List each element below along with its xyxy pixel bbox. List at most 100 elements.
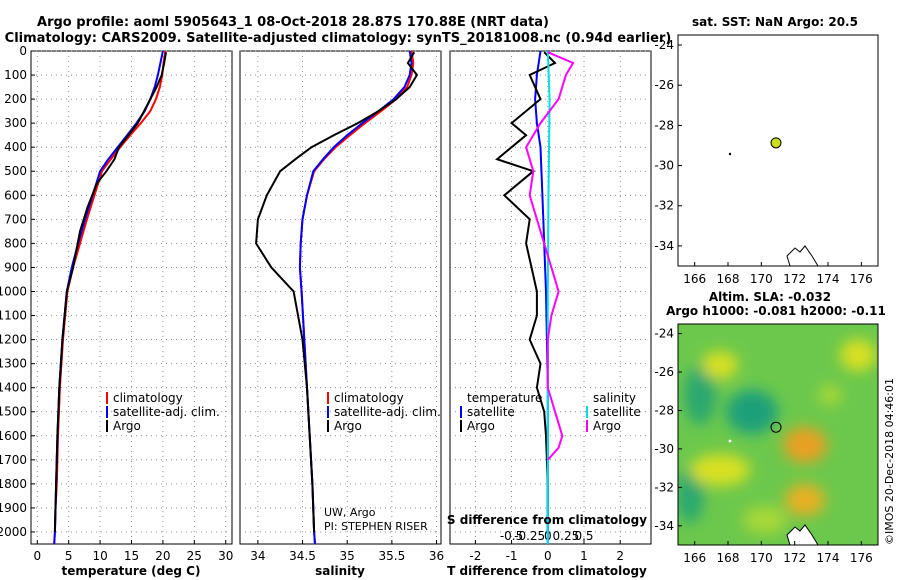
map-lat-label: -24 — [654, 38, 674, 52]
credit-line-1: UW, Argo — [324, 506, 376, 519]
y-tick-label: 1200 — [0, 333, 27, 347]
series-t-argo — [495, 51, 557, 532]
y-tick-label: 1100 — [0, 309, 27, 323]
y-tick-label: 800 — [4, 236, 27, 250]
y-tick-label: 1900 — [0, 501, 27, 515]
difference-panel: -2 -1 0 1 2-0.5-0.250 0.250.5 T difference fr… — [447, 50, 652, 578]
legend-t-satellite: satellite — [467, 405, 515, 419]
map-lat-label: -32 — [654, 480, 674, 494]
y-tick-label: 1500 — [0, 405, 27, 419]
sla-map-panel: Altim. SLA: -0.032 Argo h1000: -0.081 h2… — [654, 290, 885, 565]
map-lat-label: -24 — [654, 327, 674, 341]
series-s-argo — [525, 51, 575, 461]
legend-argo: Argo — [334, 419, 362, 433]
legend-climatology: climatology — [334, 391, 404, 405]
map-lon-label: 168 — [717, 551, 740, 565]
map-lon-label: 166 — [683, 272, 706, 286]
title-line-2: Climatology: CARS2009. Satellite-adjuste… — [5, 31, 672, 46]
y-tick-label: 1300 — [0, 357, 27, 371]
x-tick-label: 1 — [580, 549, 588, 563]
sla-map-frame — [677, 323, 879, 546]
difference-axes-frame — [449, 50, 652, 545]
s-diff-label: S difference from climatology — [447, 513, 647, 527]
x-tick-label: 34.5 — [289, 549, 316, 563]
y-tick-label: 1400 — [0, 381, 27, 395]
map-lon-label: 176 — [850, 272, 873, 286]
sla-high-blob — [840, 339, 876, 371]
island-dot — [728, 439, 732, 443]
map-lat-label: -30 — [654, 159, 674, 173]
temperature-xlabel: temperature (deg C) — [62, 564, 201, 578]
legend-satellite: satellite-adj. clim. — [113, 405, 220, 419]
x-tick-label: -1 — [506, 549, 518, 563]
legend-s-satellite: satellite — [593, 405, 641, 419]
x-tick-label: 2 — [616, 549, 624, 563]
map-lat-label: -28 — [654, 403, 674, 417]
x-tick-label: 35 — [340, 549, 355, 563]
series-argo — [53, 52, 167, 533]
s-diff-tick-label: 0.5 — [574, 529, 593, 543]
x-tick-label: 30 — [218, 549, 233, 563]
salinity-axes-frame — [239, 50, 442, 545]
y-tick-label: 2000 — [0, 525, 27, 539]
y-tick-label: 1600 — [0, 429, 27, 443]
map-lat-label: -28 — [654, 118, 674, 132]
s-diff-tick-label: -0.25 — [514, 529, 545, 543]
temperature-legend: climatology satellite-adj. clim. Argo — [106, 391, 220, 433]
map-lon-label: 176 — [850, 551, 873, 565]
x-tick-label: 10 — [92, 549, 107, 563]
map-lon-label: 166 — [683, 551, 706, 565]
sla-low-blob — [684, 365, 716, 425]
y-tick-label: 100 — [4, 68, 27, 82]
sla-low-blob — [678, 467, 704, 523]
sla-high-blob — [702, 351, 738, 379]
legend-argo: Argo — [113, 419, 141, 433]
salinity-xlabel: salinity — [315, 564, 365, 578]
temperature-axes-frame — [30, 50, 233, 545]
imos-watermark: ©IMOS 20-Dec-2018 04:46:01 — [883, 378, 896, 545]
y-tick-label: 0 — [19, 44, 27, 58]
legend-s-argo: Argo — [593, 419, 621, 433]
sla-mid-blob — [818, 385, 842, 405]
x-tick-label: 36 — [429, 549, 444, 563]
legend-satellite: satellite-adj. clim. — [334, 405, 441, 419]
sla-mid-blob — [743, 506, 787, 534]
new-caledonia-coastline — [786, 245, 819, 267]
title-line-1: Argo profile: aoml 5905643_1 08-Oct-2018… — [37, 15, 549, 30]
t-diff-xlabel: T difference from climatology — [447, 564, 647, 578]
salinity-diff-legend: salinity satellite Argo — [586, 391, 641, 433]
y-tick-label: 900 — [4, 260, 27, 274]
sst-title: sat. SST: NaN Argo: 20.5 — [692, 15, 858, 29]
x-tick-label: 25 — [187, 549, 202, 563]
legend-temperature-heading: temperature — [467, 391, 542, 405]
argo-float-marker — [770, 137, 782, 149]
x-tick-label: 35.5 — [379, 549, 406, 563]
map-lon-label: 174 — [817, 272, 840, 286]
island-dot — [728, 152, 732, 156]
x-tick-label: 20 — [155, 549, 170, 563]
legend-salinity-heading: salinity — [593, 391, 636, 405]
argo-float-marker — [770, 421, 782, 433]
y-tick-label: 200 — [4, 92, 27, 106]
map-lon-label: 172 — [783, 551, 806, 565]
sla-heatmap — [678, 324, 878, 545]
y-tick-label: 1000 — [0, 284, 27, 298]
temperature-diff-legend: temperature satellite Argo — [460, 391, 542, 433]
sla-subtitle: Argo h1000: -0.081 h2000: -0.11 — [666, 304, 886, 318]
s-diff-tick-label: 0.25 — [553, 529, 580, 543]
s-diff-tick-label: -0.5 — [500, 529, 523, 543]
map-lon-label: 172 — [783, 272, 806, 286]
series-argo — [255, 51, 419, 533]
x-tick-label: 15 — [124, 549, 139, 563]
map-lon-label: 170 — [750, 551, 773, 565]
sla-high-blob — [690, 454, 750, 486]
map-lat-label: -34 — [654, 519, 674, 533]
sla-low-blob — [726, 390, 778, 434]
y-tick-label: 300 — [4, 116, 27, 130]
sst-map-panel: sat. SST: NaN Argo: 20.5 166 168 170 172 174… — [654, 15, 879, 286]
x-tick-label: 34 — [250, 549, 265, 563]
map-lon-label: 170 — [750, 272, 773, 286]
sst-map-frame — [677, 34, 879, 267]
sla-high-blob — [785, 484, 825, 516]
